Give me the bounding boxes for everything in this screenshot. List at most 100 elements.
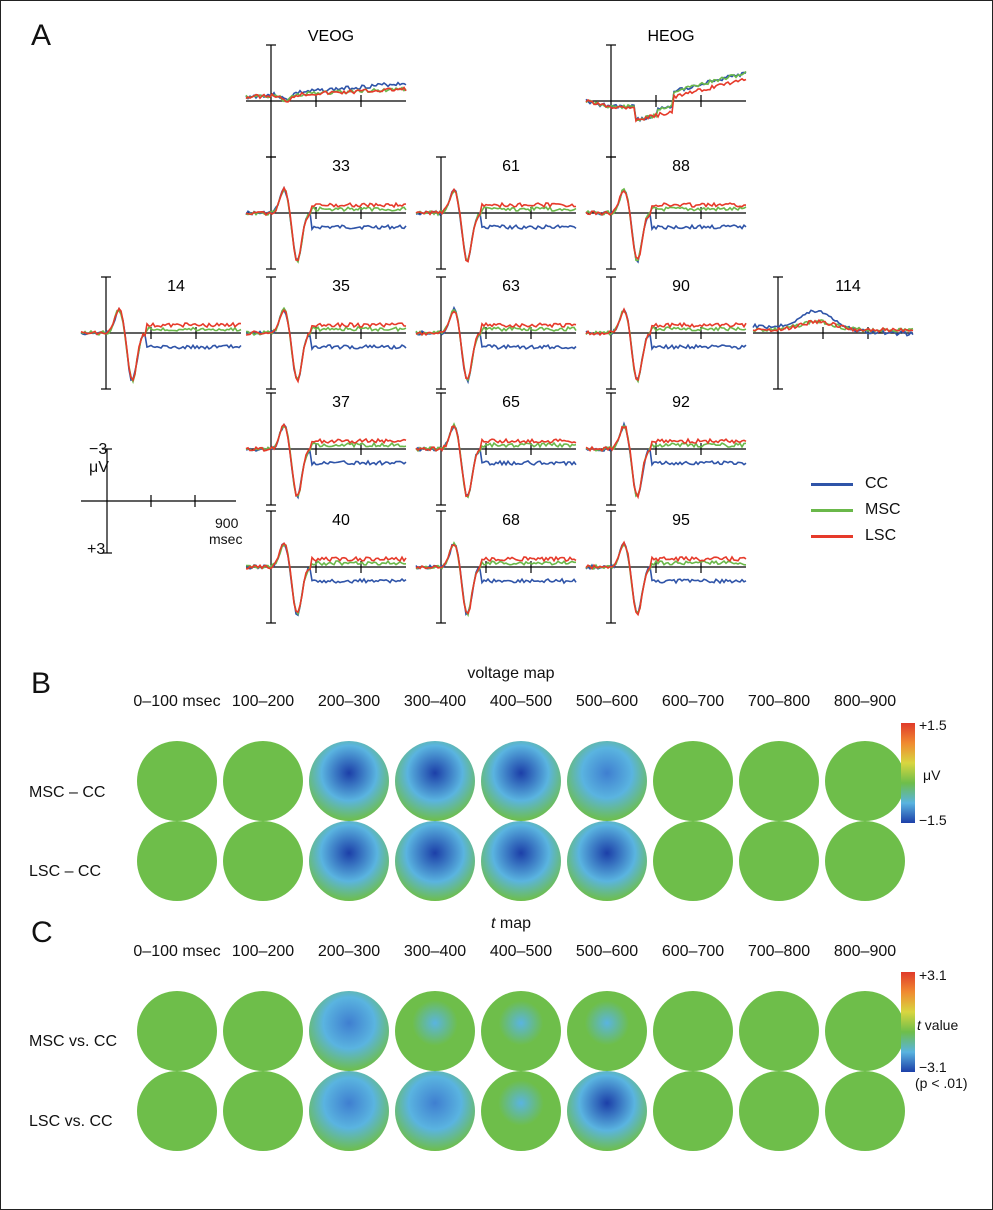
- erp-plot-VEOG: VEOG: [245, 28, 407, 158]
- erp-trace-cc: [415, 543, 577, 616]
- erp-trace-lsc: [585, 77, 747, 123]
- time-window-label: 0–100 msec: [133, 943, 221, 960]
- erp-plot-68: 68: [415, 510, 577, 624]
- erp-electrode-label: 14: [167, 278, 185, 295]
- topo-map: [309, 821, 389, 901]
- time-window-label: 600–700: [661, 693, 725, 710]
- voltage-map-title: voltage map: [467, 665, 555, 682]
- erp-electrode-label: 68: [502, 512, 520, 529]
- topo-map: [567, 1071, 647, 1151]
- erp-electrode-label: 90: [672, 278, 690, 295]
- erp-plot-95: 95: [585, 510, 747, 624]
- t-colorbar-max: +3.1: [919, 967, 947, 983]
- erp-trace-msc: [415, 308, 577, 382]
- topo-map: [309, 741, 389, 821]
- legend-label-cc: CC: [865, 475, 889, 492]
- topo-map: [825, 741, 905, 821]
- erp-trace-msc: [246, 544, 407, 616]
- voltage-map-row-label-msc: MSC – CC: [29, 784, 106, 801]
- erp-trace-lsc: [415, 543, 577, 615]
- time-window-label: 300–400: [403, 693, 467, 710]
- topo-map: [825, 1071, 905, 1151]
- topo-map: [567, 991, 647, 1071]
- t-map-topographies: [137, 991, 905, 1151]
- voltage-colorbar: [901, 723, 915, 823]
- erp-electrode-label: 88: [672, 158, 690, 175]
- voltage-map-row-label-lsc: LSC – CC: [29, 863, 102, 880]
- erp-trace-msc: [585, 543, 747, 614]
- topo-map: [481, 1071, 561, 1151]
- t-map-title: t map: [431, 915, 591, 933]
- voltage-colorbar-min: −1.5: [919, 812, 947, 828]
- erp-plot-65: 65: [415, 392, 577, 506]
- erp-trace-msc: [415, 422, 577, 499]
- erp-electrode-label: 65: [502, 394, 520, 411]
- time-window-label: 400–500: [489, 693, 553, 710]
- time-window-label: 800–900: [833, 693, 897, 710]
- erp-trace-lsc: [245, 185, 407, 262]
- erp-trace-cc: [585, 71, 747, 123]
- erp-plot-HEOG: HEOG: [585, 28, 747, 158]
- time-window-label: 600–700: [661, 943, 725, 960]
- erp-trace-msc: [585, 187, 747, 262]
- t-colorbar: [901, 972, 915, 1072]
- erp-trace-lsc: [245, 86, 407, 103]
- scale-bottom-label: +3: [87, 541, 106, 558]
- erp-trace-cc: [245, 185, 407, 261]
- topo-map: [309, 991, 389, 1071]
- topo-map: [137, 1071, 217, 1151]
- topo-map: [653, 821, 733, 901]
- erp-trace-lsc: [752, 318, 914, 333]
- erp-electrode-label: 95: [672, 512, 690, 529]
- erp-trace-lsc: [585, 425, 747, 500]
- erp-trace-lsc: [245, 542, 407, 614]
- topo-map: [309, 1071, 389, 1151]
- erp-trace-lsc: [245, 308, 407, 384]
- topo-map: [653, 741, 733, 821]
- topo-map: [653, 1071, 733, 1151]
- topo-map: [223, 1071, 303, 1151]
- erp-trace-cc: [245, 542, 407, 617]
- legend: CC MSC LSC: [811, 471, 901, 549]
- erp-trace-lsc: [415, 425, 577, 498]
- erp-plot-33: 33: [245, 156, 407, 270]
- erp-trace-lsc: [245, 423, 407, 498]
- erp-trace-lsc: [415, 187, 577, 263]
- topo-map: [825, 991, 905, 1071]
- erp-electrode-label: 33: [332, 158, 350, 175]
- legend-swatch-lsc: [811, 534, 853, 538]
- erp-trace-msc: [246, 306, 407, 381]
- scale-bar: [81, 448, 236, 554]
- scale-top-label: −3: [89, 441, 108, 458]
- erp-electrode-label: 40: [332, 512, 350, 529]
- time-window-label: 500–600: [575, 943, 639, 960]
- erp-plot-37: 37: [245, 392, 407, 506]
- erp-electrode-label: 92: [672, 394, 690, 411]
- legend-label-msc: MSC: [865, 501, 901, 518]
- erp-trace-msc: [245, 188, 407, 264]
- topo-map: [395, 1071, 475, 1151]
- panel-label-c: C: [31, 916, 53, 949]
- t-colorbar-p: (p < .01): [915, 1075, 968, 1091]
- topo-map: [137, 821, 217, 901]
- topo-map: [481, 821, 561, 901]
- t-colorbar-label-t: t: [917, 1017, 921, 1033]
- voltage-colorbar-max: +1.5: [919, 717, 947, 733]
- erp-trace-lsc: [80, 306, 242, 382]
- time-window-label: 200–300: [317, 943, 381, 960]
- erp-plot-90: 90: [585, 276, 747, 390]
- legend-label-lsc: LSC: [865, 527, 897, 544]
- time-window-label: 400–500: [489, 943, 553, 960]
- time-window-label: 300–400: [403, 943, 467, 960]
- topo-map: [739, 1071, 819, 1151]
- erp-electrode-label: 63: [502, 278, 520, 295]
- legend-swatch-cc: [811, 482, 853, 486]
- erp-electrode-label: HEOG: [647, 28, 694, 45]
- time-window-label: 500–600: [575, 693, 639, 710]
- voltage-colorbar-unit: μV: [923, 767, 941, 783]
- erp-electrode-label: VEOG: [308, 28, 354, 45]
- erp-trace-cc: [245, 423, 407, 500]
- erp-waveform-grid: VEOG HEOG 33 61 88 14 35 63 90 114 37 65 92 40 68 95: [80, 28, 914, 624]
- legend-swatch-msc: [811, 508, 853, 512]
